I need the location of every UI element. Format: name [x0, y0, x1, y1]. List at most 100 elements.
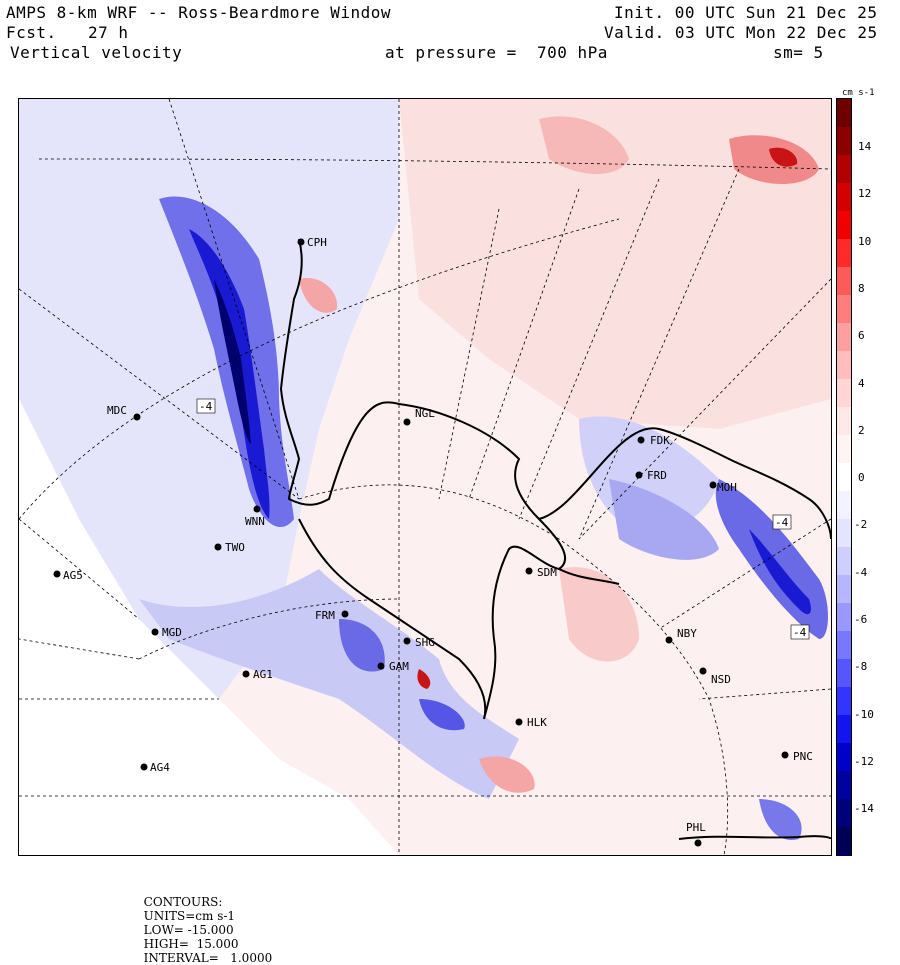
contours-interval: INTERVAL= 1.0000 [143, 951, 273, 965]
colorbar-cell [837, 687, 851, 716]
colorbar-cell [837, 323, 851, 352]
station-dot-shg[interactable] [403, 637, 411, 645]
station-dot-frd[interactable] [635, 471, 643, 479]
positive-core-gam [417, 669, 431, 689]
station-label-frm: FRM [315, 609, 335, 622]
map-panel[interactable]: -4 -4 -4 CPH MDC NGL FDK FRD MOH WNN TWO [18, 98, 832, 856]
field-name: Vertical velocity [10, 43, 183, 62]
contour-label-2: -4 [775, 516, 789, 529]
colorbar-tick-label: 10 [858, 234, 872, 248]
init-time: Init. 00 UTC Sun 21 Dec 25 [614, 3, 878, 22]
colorbar-tick-label: 4 [858, 376, 865, 390]
positive-core-ne [769, 147, 798, 167]
contour-label-3: -4 [793, 626, 807, 639]
station-label-wnn: WNN [245, 515, 265, 528]
station-label-ag4: AG4 [150, 761, 170, 774]
station-label-two: TWO [225, 541, 245, 554]
colorbar-cell [837, 827, 851, 856]
negative-core-strong [189, 229, 270, 519]
negative-core-extreme [214, 279, 251, 444]
station-label-sdm: SDM [537, 566, 557, 579]
station-dot-ag5[interactable] [53, 570, 61, 578]
colorbar-cell [837, 351, 851, 380]
graticule [19, 99, 831, 855]
negative-patch-frd [609, 479, 719, 560]
colorbar-cell [837, 491, 851, 520]
station-label-shg: SHG [415, 636, 435, 649]
station-dot-mgd[interactable] [151, 628, 159, 636]
colorbar-cell [837, 631, 851, 660]
station-dot-ngl[interactable] [403, 418, 411, 426]
colorbar-cell [837, 239, 851, 268]
colorbar-tick-label: -10 [854, 707, 874, 721]
colorbar-cell [837, 267, 851, 296]
colorbar-tick-label: 12 [858, 187, 872, 201]
ice-shelf-area [19, 399, 399, 855]
colorbar-cell [837, 127, 851, 156]
colorbar-cell [837, 743, 851, 772]
station-dot-cph[interactable] [297, 238, 305, 246]
positive-patch-1 [539, 116, 629, 174]
colorbar-cell [837, 435, 851, 464]
station-dot-gam[interactable] [377, 662, 385, 670]
negative-core-east [749, 529, 811, 615]
station-label-gam: GAM [389, 660, 409, 673]
colorbar-tick-label: 14 [858, 140, 872, 153]
station-label-mgd: MGD [162, 626, 182, 639]
station-dot-nsd[interactable] [699, 667, 707, 675]
station-label-cph: CPH [307, 236, 327, 249]
station-label-fdk: FDK [650, 434, 670, 447]
station-dot-two[interactable] [214, 543, 222, 551]
station-dot-moh[interactable] [709, 481, 717, 489]
colorbar-cell [837, 211, 851, 240]
colorbar-units: cm s-1 [842, 88, 875, 98]
station-dot-nby[interactable] [665, 636, 673, 644]
contours-high: HIGH= 15.000 [143, 937, 239, 951]
station-dot-mdc[interactable] [133, 413, 141, 421]
station-label-ag1: AG1 [253, 668, 273, 681]
station-dot-ag4[interactable] [140, 763, 148, 771]
coastline [279, 238, 831, 840]
station-dot-sdm[interactable] [525, 567, 533, 575]
positive-patch-cph [299, 278, 338, 313]
station-dot-phl[interactable] [694, 839, 702, 847]
station-dot-fdk[interactable] [637, 436, 645, 444]
colorbar-tick-label: -4 [854, 565, 868, 579]
stations: CPH MDC NGL FDK FRD MOH WNN TWO AG5 SDM … [53, 236, 813, 847]
station-label-phl: PHL [686, 821, 706, 834]
station-label-pnc: PNC [793, 750, 813, 763]
station-dot-frm[interactable] [341, 610, 349, 618]
colorbar-cell [837, 799, 851, 828]
contours-label: CONTOURS: [143, 895, 223, 909]
colorbar-cell [837, 99, 851, 128]
negative-patch-phl [759, 799, 802, 840]
colorbar-tick-label: -2 [854, 518, 868, 532]
contours-units: UNITS=cm s-1 [143, 909, 236, 923]
colorbar [836, 98, 852, 856]
station-label-nsd: NSD [711, 673, 731, 686]
colorbar-cell [837, 603, 851, 632]
colorbar-tick-label: -14 [854, 802, 874, 816]
station-dot-hlk[interactable] [515, 718, 523, 726]
colorbar-tick-label: -6 [854, 613, 868, 626]
forecast-label: Fcst. [6, 23, 57, 42]
colorbar-tick-label: -12 [854, 754, 874, 768]
contour-info: CONTOURS: UNITS=cm s-1 LOW= -15.000 HIGH… [136, 881, 276, 965]
colorbar-cell [837, 407, 851, 436]
forecast-hours: 27 h [88, 23, 129, 42]
contour-labels: -4 -4 -4 [196, 398, 810, 640]
colorbar-cell [837, 547, 851, 576]
colorbar-cell [837, 659, 851, 688]
map-title: AMPS 8-km WRF -- Ross-Beardmore Window [6, 3, 392, 22]
station-dot-ag1[interactable] [242, 670, 250, 678]
station-label-hlk: HLK [527, 716, 547, 729]
station-label-nby: NBY [677, 627, 697, 640]
colorbar-cell [837, 519, 851, 548]
station-dot-pnc[interactable] [781, 751, 789, 759]
station-dot-wnn[interactable] [253, 505, 261, 513]
smoothing: sm= 5 [773, 43, 824, 62]
contour-label-1: -4 [199, 400, 213, 413]
map-svg: -4 -4 -4 CPH MDC NGL FDK FRD MOH WNN TWO [19, 99, 831, 855]
colorbar-cell [837, 715, 851, 744]
station-label-frd: FRD [647, 469, 667, 482]
